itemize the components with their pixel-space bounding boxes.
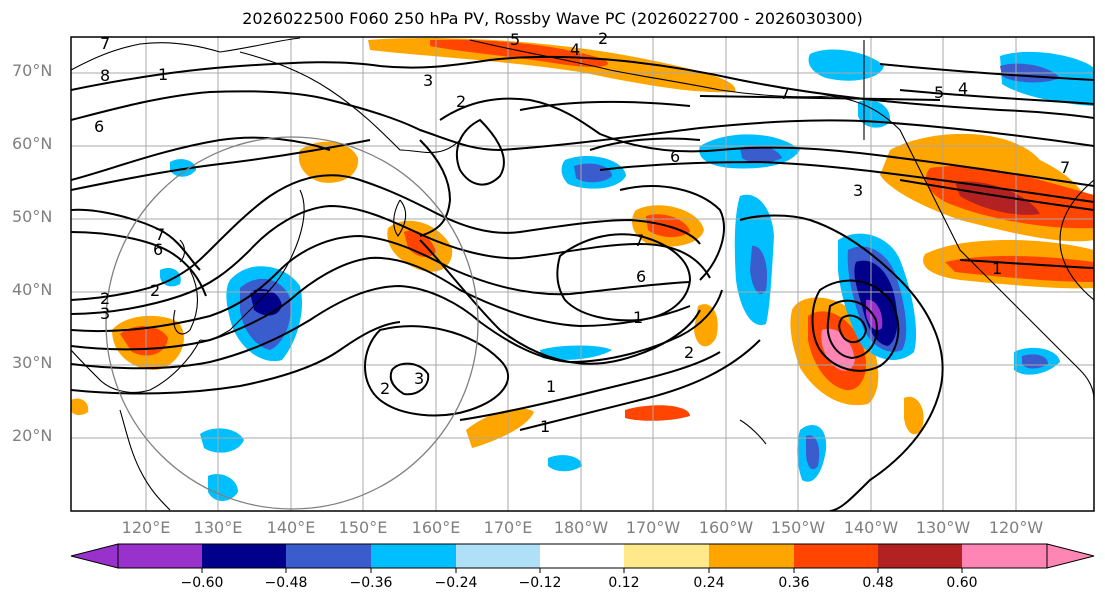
lon-label: 170°E xyxy=(483,518,533,537)
contour-label: 6 xyxy=(670,147,680,166)
lon-label: 170°W xyxy=(625,518,681,537)
lat-label: 20°N xyxy=(12,426,53,445)
lon-label: 180°W xyxy=(553,518,609,537)
contour-label: 2 xyxy=(100,289,110,308)
contour-label: 1 xyxy=(540,417,550,436)
lat-label: 60°N xyxy=(12,134,53,153)
contour-label: 5 xyxy=(934,83,944,102)
contour-label: 4 xyxy=(958,79,968,98)
contour-label: 2 xyxy=(598,29,608,48)
colorbar-tick-label: 0.24 xyxy=(693,575,725,591)
contour-label: 5 xyxy=(510,30,520,49)
pv-anomaly-shading xyxy=(71,38,1094,501)
lat-label: 40°N xyxy=(12,280,53,299)
contour-label: 6 xyxy=(153,240,163,259)
colorbar-tick-label: −0.12 xyxy=(518,575,562,591)
contour-label: 2 xyxy=(380,379,390,398)
colorbar-tick-label: −0.36 xyxy=(349,575,393,591)
contour-label: 2 xyxy=(150,281,160,300)
contour-label: 6 xyxy=(636,267,646,286)
analysis-radius-circle xyxy=(105,136,479,510)
contour-label: 4 xyxy=(570,40,580,59)
contour-label: 3 xyxy=(423,71,433,90)
contour-label: 2 xyxy=(456,92,466,111)
lon-label: 130°W xyxy=(915,518,971,537)
map-title: 2026022500 F060 250 hPa PV, Rossby Wave … xyxy=(242,9,863,28)
lon-label: 140°E xyxy=(266,518,316,537)
contour-label: 7 xyxy=(634,231,644,250)
lat-label: 30°N xyxy=(12,353,53,372)
lon-label: 120°E xyxy=(121,518,171,537)
contour-label: 3 xyxy=(414,369,424,388)
colorbar-tick-label: 0.48 xyxy=(862,575,894,591)
contour-label: 1 xyxy=(158,65,168,84)
lon-label: 150°E xyxy=(338,518,388,537)
contour-label: 7 xyxy=(155,225,165,244)
lat-label: 70°N xyxy=(12,61,53,80)
contour-label: 7 xyxy=(780,84,790,103)
contour-label: 2 xyxy=(684,343,694,362)
contour-label: 1 xyxy=(546,377,556,396)
contour-label: 3 xyxy=(853,181,863,200)
colorbar-tick-label: 0.60 xyxy=(946,575,978,591)
colorbar-tick-label: 0.12 xyxy=(608,575,640,591)
contour-label: 1 xyxy=(992,259,1002,278)
lon-label: 120°W xyxy=(988,518,1044,537)
contour-label: 7 xyxy=(100,34,110,53)
pv-contours xyxy=(71,55,1094,511)
contour-label: 6 xyxy=(94,117,104,136)
colorbar-tick-label: −0.24 xyxy=(434,575,478,591)
lon-label: 160°E xyxy=(411,518,461,537)
lon-label: 130°E xyxy=(193,518,243,537)
lon-label: 160°W xyxy=(698,518,754,537)
contour-label: 7 xyxy=(1060,158,1070,177)
lon-label: 140°W xyxy=(843,518,899,537)
plot-border xyxy=(70,36,1095,512)
lon-label: 150°W xyxy=(770,518,826,537)
colorbar-tick-label: 0.36 xyxy=(778,575,810,591)
contour-label: 3 xyxy=(100,304,110,323)
contour-label: 8 xyxy=(100,66,110,85)
colorbar-tick-label: −0.48 xyxy=(264,575,308,591)
colorbar xyxy=(70,543,1095,573)
contour-label-group: 7 8 1 6 3 2 5 4 7 7 6 3 5 4 2 7 6 2 1 1 … xyxy=(94,29,1070,436)
colorbar-tick-label: −0.60 xyxy=(180,575,224,591)
lat-label: 50°N xyxy=(12,207,53,226)
contour-label: 1 xyxy=(633,308,643,327)
